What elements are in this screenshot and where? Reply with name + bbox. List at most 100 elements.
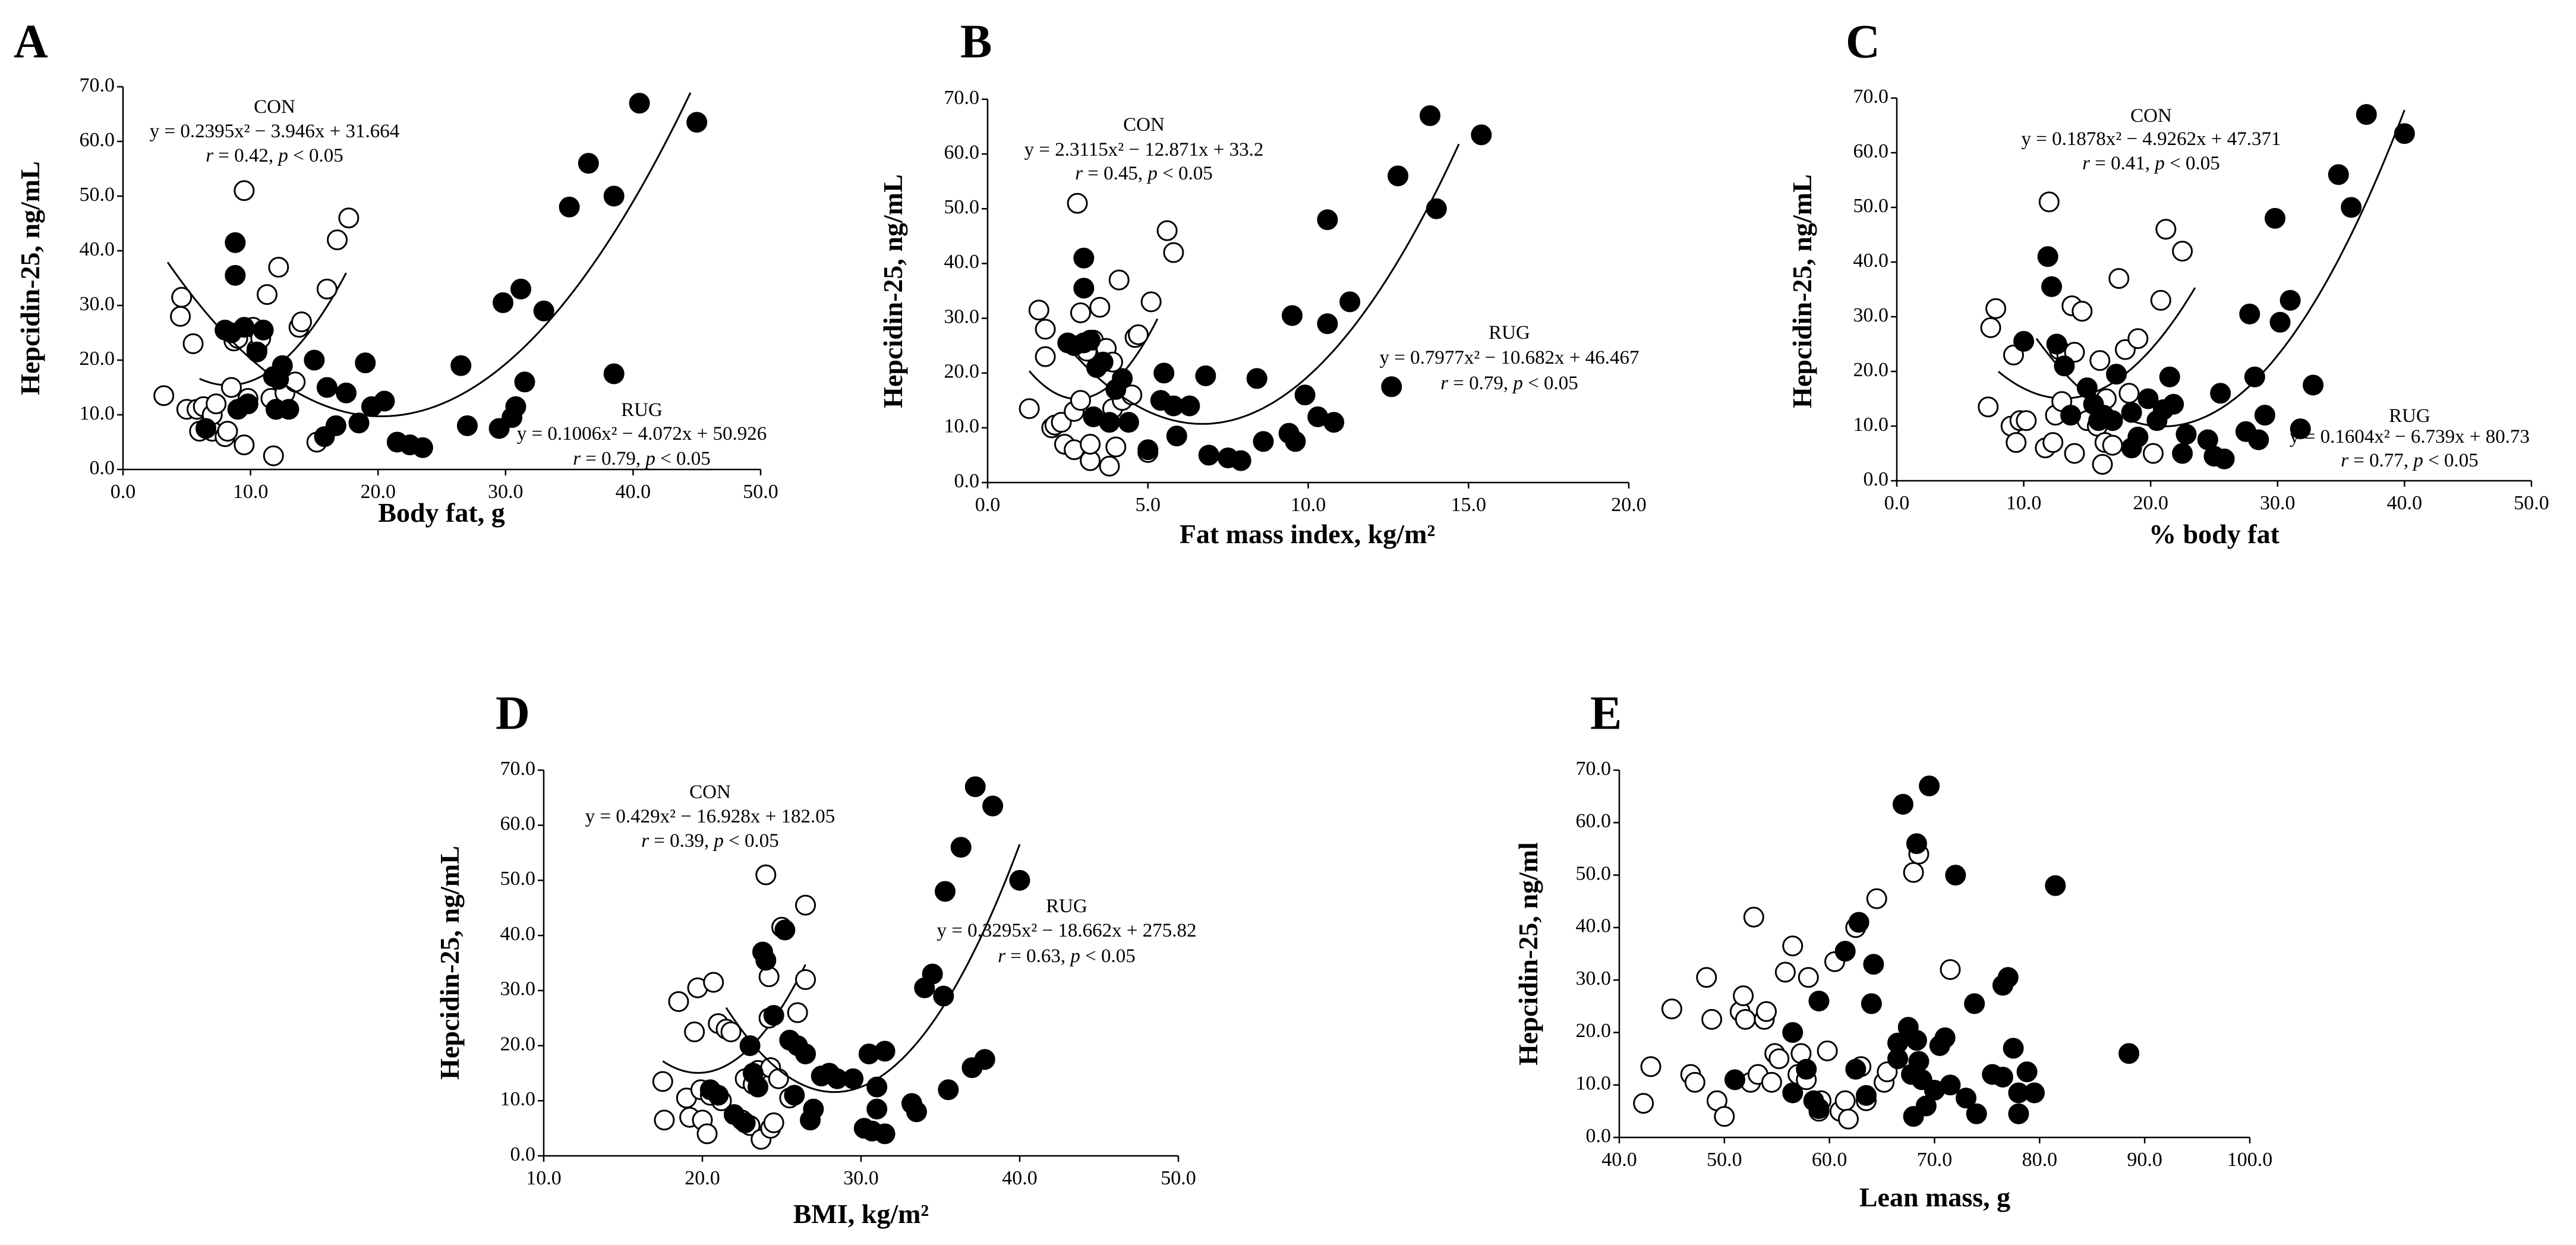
rug-point bbox=[755, 950, 777, 971]
rug-point bbox=[253, 319, 274, 341]
y-tick-label: 10.0 bbox=[500, 1088, 536, 1110]
rug-point bbox=[1339, 291, 1361, 313]
rug-point bbox=[874, 1123, 896, 1145]
rug-point bbox=[1915, 1095, 1937, 1117]
con-point bbox=[2150, 289, 2171, 311]
rug-point bbox=[629, 93, 650, 114]
rug-point bbox=[1381, 376, 1402, 398]
rug-point bbox=[533, 300, 554, 322]
rug-point bbox=[1426, 198, 1447, 219]
y-tick-label: 60.0 bbox=[1853, 140, 1889, 162]
rug-fit-stats: r = 0.77, p < 0.05 bbox=[2341, 450, 2479, 471]
con-point bbox=[1140, 291, 1162, 313]
con-point bbox=[338, 207, 360, 229]
y-tick-label: 70.0 bbox=[1853, 86, 1889, 108]
x-tick-label: 30.0 bbox=[2260, 492, 2296, 514]
con-point bbox=[2003, 344, 2025, 365]
x-tick-label: 90.0 bbox=[2127, 1149, 2162, 1171]
y-tick-label: 50.0 bbox=[1853, 195, 1889, 217]
rug-point bbox=[2137, 388, 2159, 409]
rug-fit-equation: y = 0.3295x² − 18.662x + 275.82 bbox=[937, 920, 1197, 941]
x-tick-label: 100.0 bbox=[2227, 1149, 2273, 1171]
rug-point bbox=[933, 985, 954, 1007]
y-tick-label: 40.0 bbox=[80, 238, 115, 260]
rug-point bbox=[1073, 247, 1095, 269]
y-axis-title: Hepcidin-25, ng/mL bbox=[878, 174, 908, 408]
y-tick-label: 0.0 bbox=[90, 457, 115, 479]
con-point bbox=[1733, 985, 1754, 1007]
x-axis-title: % body fat bbox=[2149, 519, 2279, 549]
x-tick-label: 50.0 bbox=[2514, 492, 2549, 514]
con-point bbox=[1701, 1008, 1723, 1030]
con-fit-equation: y = 0.429x² − 16.928x + 182.05 bbox=[585, 806, 835, 827]
y-tick-label: 0.0 bbox=[1864, 468, 1889, 490]
con-point bbox=[256, 284, 278, 305]
y-tick-label: 60.0 bbox=[944, 141, 980, 163]
con-point bbox=[2142, 443, 2164, 464]
y-axis-title: Hepcidin-25, ng/mL bbox=[434, 846, 465, 1080]
rug-fit-stats: r = 0.79, p < 0.05 bbox=[1440, 373, 1578, 394]
rug-point bbox=[2214, 448, 2235, 469]
con-point bbox=[1128, 324, 1149, 345]
con-point bbox=[1761, 1071, 1782, 1093]
rug-point bbox=[1420, 105, 1441, 127]
rug-point bbox=[2041, 276, 2063, 297]
y-tick-label: 10.0 bbox=[1853, 414, 1889, 436]
con-point bbox=[1028, 300, 1049, 321]
rug-point bbox=[1285, 431, 1306, 452]
rug-point bbox=[2127, 426, 2149, 447]
con-point bbox=[1080, 434, 1101, 455]
rug-point bbox=[1246, 368, 1267, 389]
x-tick-label: 15.0 bbox=[1451, 494, 1487, 516]
rug-point bbox=[739, 1035, 761, 1057]
y-tick-label: 0.0 bbox=[954, 470, 980, 492]
con-fit-equation: y = 2.3115x² − 12.871x + 33.2 bbox=[1024, 139, 1264, 160]
con-point bbox=[2042, 432, 2064, 453]
x-tick-label: 60.0 bbox=[1812, 1149, 1847, 1171]
rug-point bbox=[982, 795, 1004, 817]
y-tick-label: 20.0 bbox=[944, 361, 980, 383]
rug-fit-curve bbox=[166, 92, 692, 417]
rug-point bbox=[803, 1098, 824, 1120]
rug-point bbox=[1230, 450, 1251, 471]
rug-point bbox=[450, 355, 472, 376]
rug-point bbox=[1253, 431, 1274, 452]
con-point bbox=[1980, 317, 2001, 338]
con-point bbox=[1108, 269, 1130, 291]
con-point bbox=[703, 972, 724, 993]
rug-point bbox=[1919, 775, 1940, 796]
con-point bbox=[1035, 319, 1056, 340]
con-point bbox=[755, 864, 777, 885]
rug-point bbox=[348, 412, 370, 434]
con-point bbox=[1070, 302, 1091, 323]
rug-point bbox=[1388, 165, 1409, 187]
con-point bbox=[1105, 436, 1127, 458]
x-tick-label: 0.0 bbox=[111, 481, 136, 503]
con-point bbox=[720, 1021, 742, 1042]
rug-point bbox=[906, 1101, 927, 1123]
con-point bbox=[1019, 398, 1040, 420]
rug-fit-label: RUG bbox=[2389, 405, 2430, 427]
rug-point bbox=[2265, 207, 2286, 229]
con-point bbox=[217, 421, 238, 442]
con-point bbox=[1940, 959, 1961, 980]
rug-point bbox=[1966, 1103, 1987, 1124]
rug-point bbox=[2356, 104, 2377, 125]
con-point bbox=[1798, 967, 1819, 988]
rug-point bbox=[2269, 311, 2291, 333]
rug-point bbox=[1282, 305, 1303, 326]
con-point bbox=[206, 393, 227, 415]
rug-point bbox=[1892, 793, 1913, 815]
panel-b: B 0.0 10.0 20.0 30.0 40.0 50.0 60.0 70.0 0.0 5.0 10… bbox=[878, 15, 1647, 549]
rug-point bbox=[1956, 1088, 1977, 1109]
y-axis-title: Hepcidin-25, ng/mL bbox=[15, 161, 45, 395]
con-point bbox=[234, 180, 255, 201]
con-fit-equation: y = 0.2395x² − 3.946x + 31.664 bbox=[150, 121, 399, 142]
con-point bbox=[1756, 1001, 1777, 1022]
rug-point bbox=[964, 776, 986, 798]
con-point bbox=[2092, 453, 2113, 475]
rug-point bbox=[1908, 1051, 1929, 1072]
rug-point bbox=[2175, 424, 2197, 445]
rug-fit-stats: r = 0.63, p < 0.05 bbox=[998, 945, 1136, 967]
rug-point bbox=[843, 1068, 864, 1089]
